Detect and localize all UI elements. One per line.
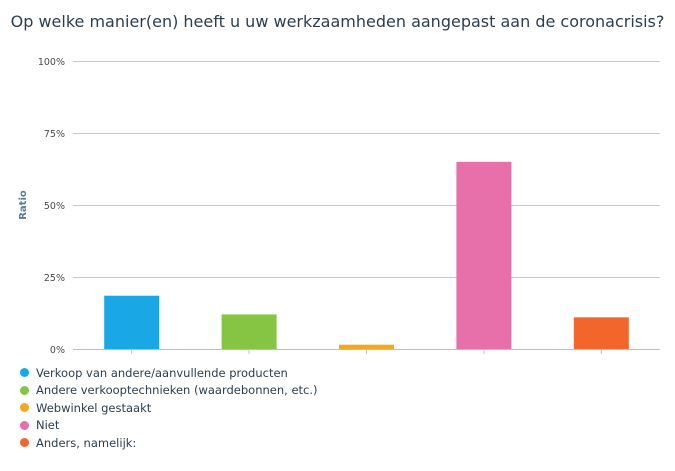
legend-item[interactable]: Niet [20, 417, 318, 435]
y-tick-label: 0% [50, 345, 65, 356]
legend-marker [20, 438, 29, 448]
legend-label: Webwinkel gestaakt [36, 400, 152, 415]
legend-marker [20, 385, 29, 395]
legend-label: Anders, namelijk: [36, 435, 137, 450]
legend-item[interactable]: Anders, namelijk: [20, 434, 318, 452]
y-tick-label: 25% [44, 273, 65, 284]
bars [104, 161, 629, 349]
legend-item[interactable]: Verkoop van andere/aanvullende producten [20, 364, 318, 382]
gridlines [73, 61, 660, 350]
bar[interactable] [104, 295, 160, 349]
bar[interactable] [456, 161, 512, 349]
bar[interactable] [339, 344, 394, 349]
bar[interactable] [573, 317, 629, 349]
legend-marker [20, 368, 29, 378]
y-axis-ticks: 0% 25% 50% 75% 100% [38, 57, 65, 356]
y-tick-label: 75% [44, 129, 65, 140]
legend: Verkoop van andere/aanvullende producten… [20, 364, 318, 452]
bar[interactable] [221, 314, 277, 349]
legend-marker [20, 420, 29, 430]
legend-item[interactable]: Webwinkel gestaakt [20, 399, 318, 417]
legend-item[interactable]: Andere verkooptechnieken (waardebonnen, … [20, 382, 318, 400]
bar-chart: 0% 25% 50% 75% 100% Ratio [18, 57, 660, 356]
y-axis-title: Ratio [18, 190, 29, 220]
y-tick-label: 50% [44, 201, 65, 212]
legend-label: Verkoop van andere/aanvullende producten [36, 365, 288, 380]
legend-label: Niet [36, 418, 60, 433]
legend-label: Andere verkooptechnieken (waardebonnen, … [36, 383, 318, 398]
x-axis-ticks [131, 349, 602, 354]
legend-marker [20, 403, 29, 413]
chart-title: Op welke manier(en) heeft u uw werkzaamh… [10, 12, 665, 31]
y-tick-label: 100% [38, 57, 65, 68]
